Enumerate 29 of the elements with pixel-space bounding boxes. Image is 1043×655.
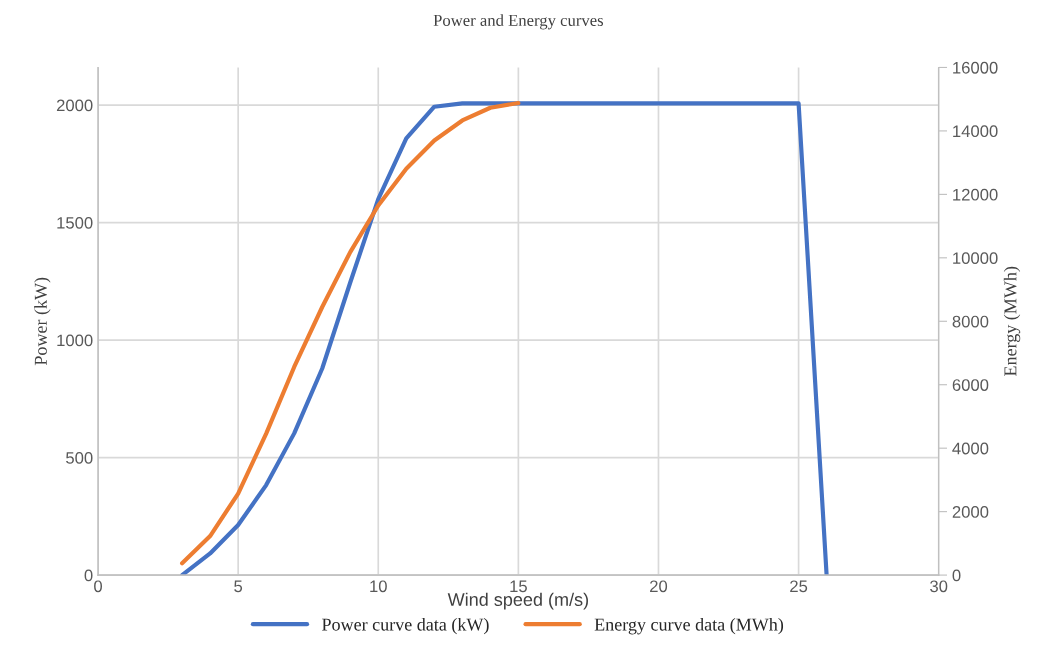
x-tick-label: 10 bbox=[370, 580, 387, 593]
y2-tick-label: 12000 bbox=[953, 188, 998, 201]
y2-tick-label: 6000 bbox=[952, 379, 989, 391]
legend-label: Power curve data (kW) bbox=[322, 617, 489, 635]
x-tick-label: 0 bbox=[94, 580, 103, 593]
y-axis-title: Power (kW) bbox=[34, 277, 51, 366]
y2-tick-label: 10000 bbox=[953, 252, 998, 265]
y-tick-label: 1000 bbox=[57, 334, 93, 347]
x-tick-label: 15 bbox=[510, 580, 527, 593]
y2-tick-label: 14000 bbox=[953, 125, 998, 138]
y2-tick-label: 2000 bbox=[952, 506, 989, 518]
y-tick-label: 2000 bbox=[56, 99, 93, 112]
y2-axis-title: Energy (MWh) bbox=[1003, 266, 1021, 376]
line-series bbox=[180, 100, 521, 566]
x-tick-label: 20 bbox=[650, 580, 668, 593]
legend-label: Energy curve data (MWh) bbox=[594, 617, 784, 635]
y2-tick-label: 4000 bbox=[952, 442, 989, 455]
x-tick-label: 5 bbox=[234, 580, 243, 593]
y2-tick-label: 0 bbox=[952, 569, 961, 582]
chart-title: Power and Energy curves bbox=[433, 14, 604, 30]
x-axis-title: Wind speed (m/s) bbox=[447, 592, 588, 610]
x-tick-label: 25 bbox=[790, 580, 808, 593]
x-tick-label: 30 bbox=[930, 580, 948, 593]
y2-tick-label: 16000 bbox=[953, 61, 998, 74]
line-series bbox=[180, 101, 829, 576]
y-tick-label: 1500 bbox=[57, 216, 93, 229]
y-tick-label: 0 bbox=[84, 569, 93, 582]
y2-tick-label: 8000 bbox=[952, 315, 989, 328]
y-tick-label: 500 bbox=[66, 451, 93, 464]
